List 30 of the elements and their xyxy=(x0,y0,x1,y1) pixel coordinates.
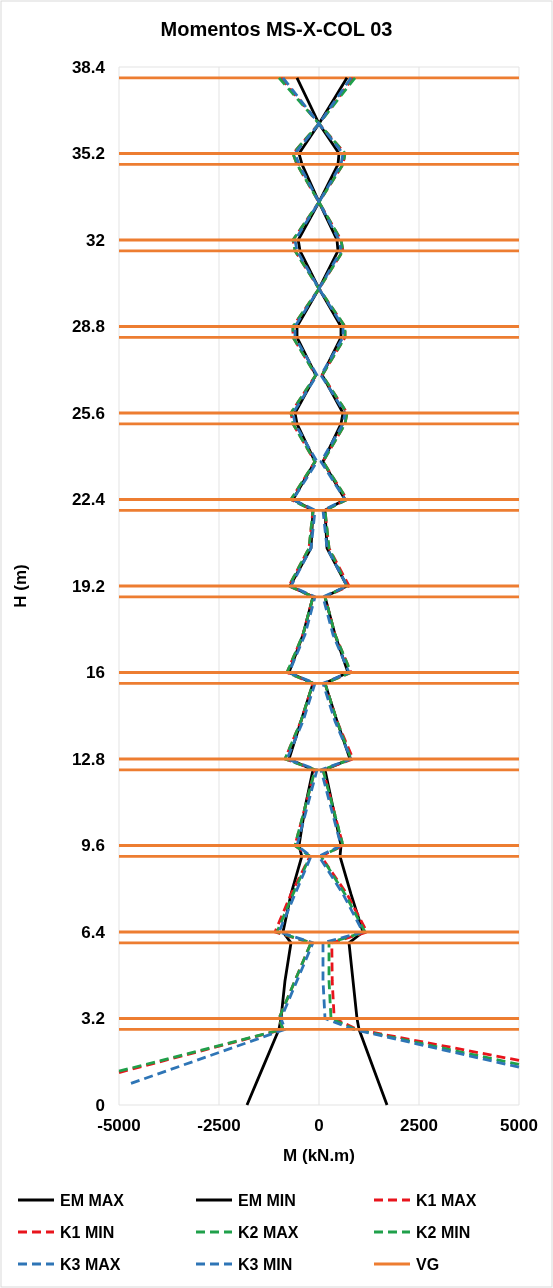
legend-label: K2 MAX xyxy=(238,1223,299,1241)
y-tick-label: 28.8 xyxy=(71,317,105,337)
legend-label: K1 MAX xyxy=(416,1191,477,1209)
x-tick-label: 2500 xyxy=(400,1116,438,1135)
x-tick-label: -5000 xyxy=(97,1116,141,1135)
legend-label: K2 MIN xyxy=(416,1223,471,1241)
y-tick-label: 3.2 xyxy=(81,1009,105,1029)
y-tick-label: 12.8 xyxy=(71,749,105,769)
legend-label: VG xyxy=(416,1255,440,1273)
y-tick-label: 25.6 xyxy=(71,403,105,423)
legend-label: EM MAX xyxy=(60,1191,125,1209)
x-tick-label: 5000 xyxy=(500,1116,538,1135)
legend-label: K1 MIN xyxy=(60,1223,115,1241)
y-tick-label: 32 xyxy=(86,230,105,250)
legend-label: K3 MAX xyxy=(60,1255,121,1273)
y-tick-label: 0 xyxy=(95,1095,105,1115)
y-tick-label: 19.2 xyxy=(71,576,105,596)
legend-label: K3 MIN xyxy=(238,1255,293,1273)
x-axis-title: M (kN.m) xyxy=(283,1146,355,1165)
y-tick-label: 16 xyxy=(86,663,105,683)
y-tick-label: 35.2 xyxy=(71,144,105,164)
y-tick-label: 9.6 xyxy=(81,836,105,856)
y-tick-label: 22.4 xyxy=(71,490,106,510)
chart-title: Momentos MS-X-COL 03 xyxy=(160,18,393,40)
y-tick-label: 38.4 xyxy=(71,57,106,77)
x-tick-label: 0 xyxy=(314,1116,324,1135)
y-axis-title: H (m) xyxy=(11,564,30,608)
y-tick-label: 6.4 xyxy=(81,922,106,942)
x-tick-label: -2500 xyxy=(197,1116,241,1135)
legend-label: EM MIN xyxy=(238,1191,296,1209)
